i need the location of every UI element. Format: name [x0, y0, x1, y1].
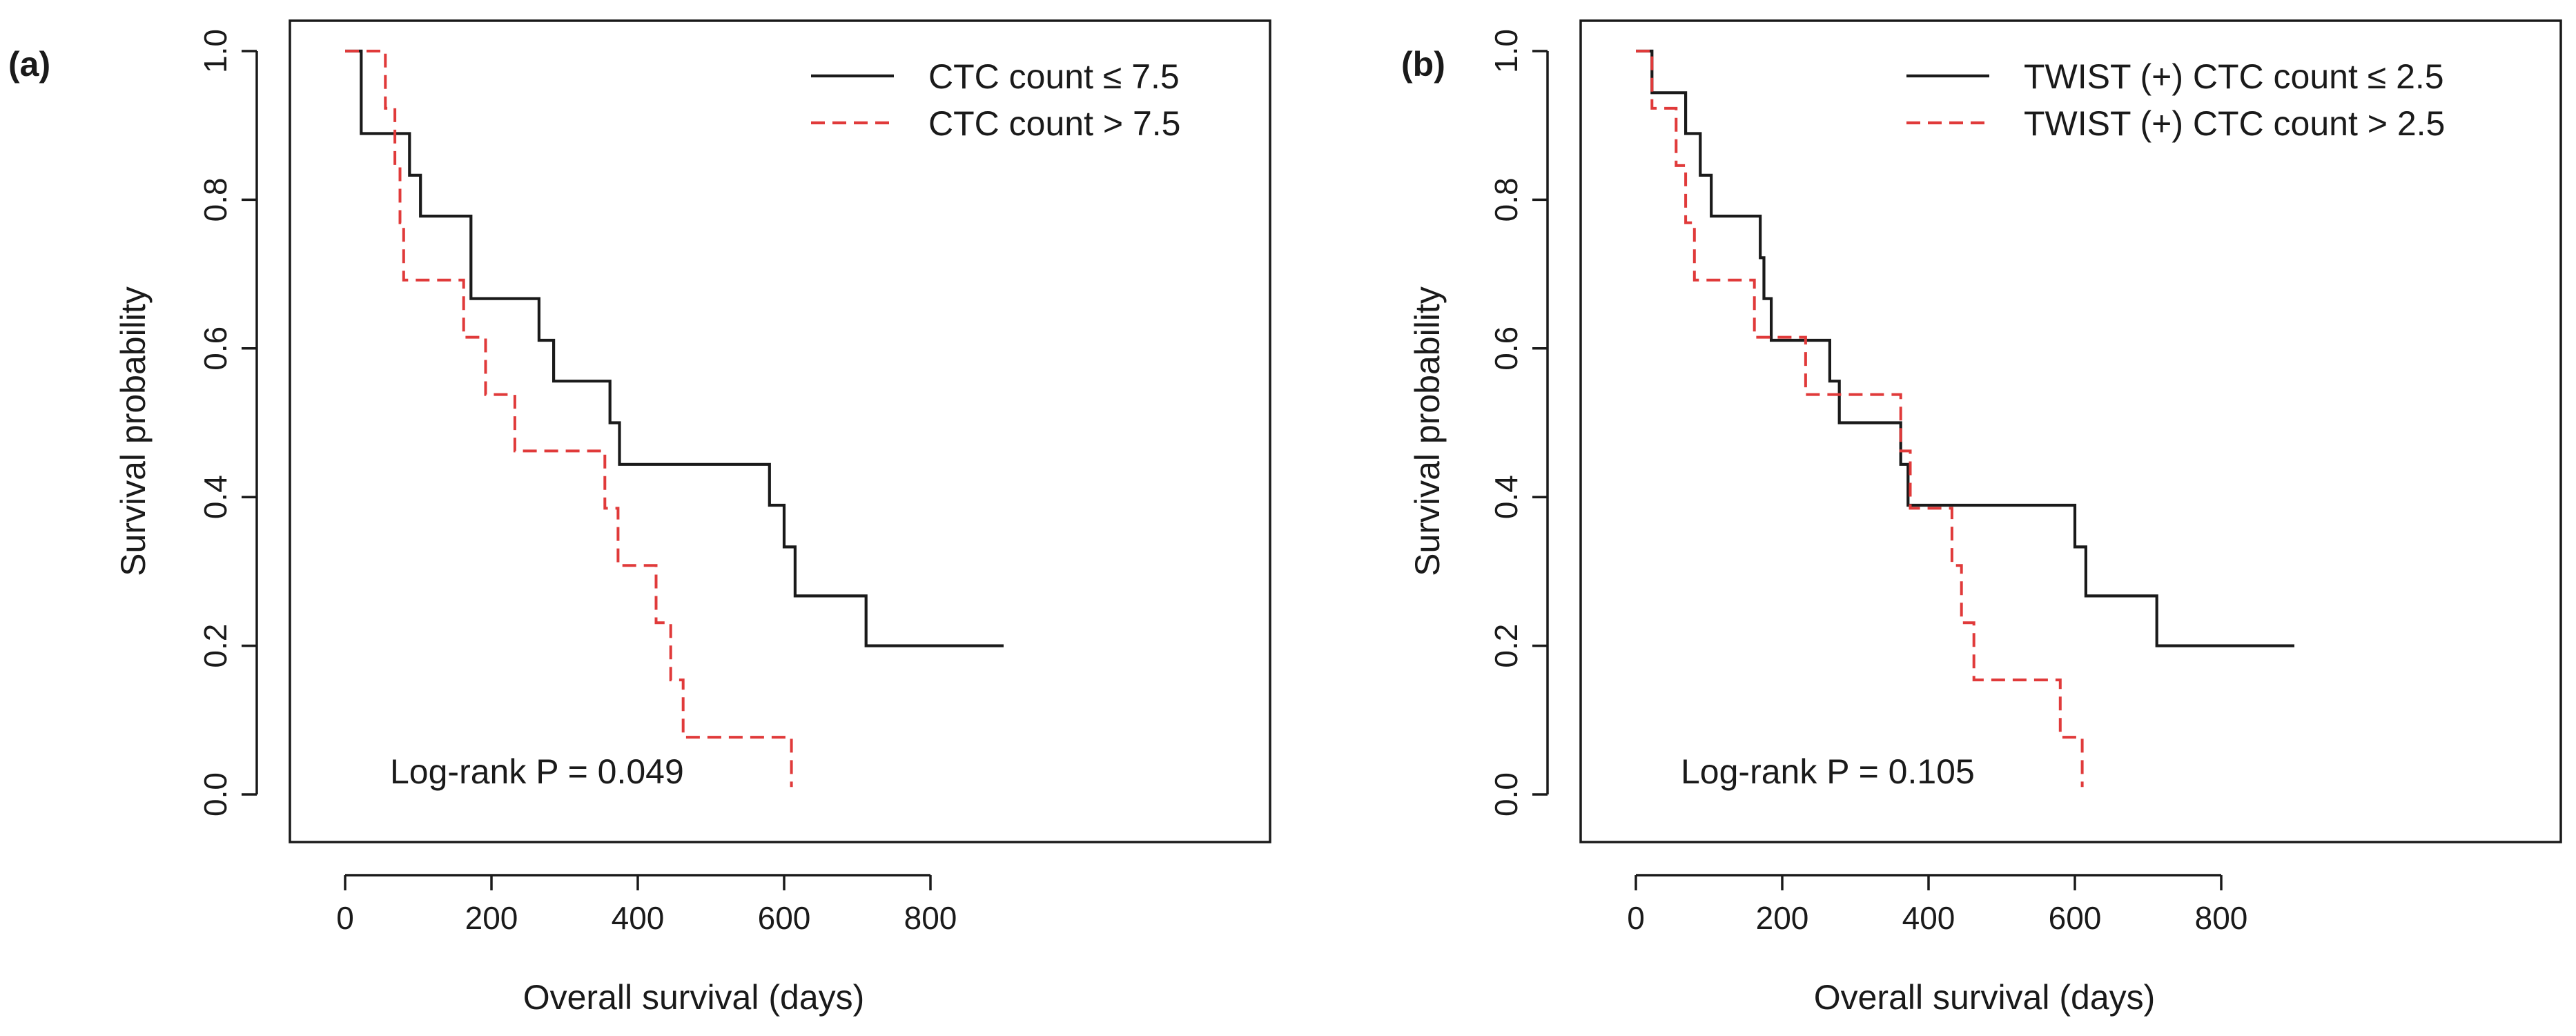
panel-b: (b) 0 200 400 600 800 0.0 0.2 0.4 0.6 0.8 1.0 Ove…: [1401, 19, 2562, 1017]
y-tick-label: 0.0: [197, 772, 233, 817]
panel-label: (a): [8, 45, 50, 84]
x-axis-title: Overall survival (days): [1814, 978, 2156, 1017]
panel-a: (a) 0 200 400 600 800 0.0 0.2 0.4 0.6 0.8 1.0 Ove…: [8, 19, 1271, 1017]
plot-frame: [289, 19, 1271, 843]
y-axis: 0.0 0.2 0.4 0.6 0.8 1.0: [1488, 29, 1549, 817]
legend: CTC count ≤ 7.5 CTC count > 7.5: [811, 57, 1180, 143]
y-tick-label: 0.8: [197, 177, 233, 222]
legend: TWIST (+) CTC count ≤ 2.5 TWIST (+) CTC …: [1906, 57, 2445, 143]
y-axis-title: Survival probability: [114, 286, 153, 576]
y-axis: 0.0 0.2 0.4 0.6 0.8 1.0: [197, 29, 258, 817]
panel-label: (b): [1401, 45, 1445, 84]
log-rank-annotation: Log-rank P = 0.049: [390, 752, 684, 791]
x-axis: 0 200 400 600 800: [336, 874, 957, 936]
x-axis: 0 200 400 600 800: [1627, 874, 2248, 936]
km-curve-series-1: [345, 49, 1004, 647]
legend-label-series-2: CTC count > 7.5: [928, 104, 1180, 143]
y-tick-label: 1.0: [1488, 29, 1524, 73]
log-rank-annotation: Log-rank P = 0.105: [1681, 752, 1975, 791]
x-tick-label: 400: [612, 900, 665, 936]
y-axis-title: Survival probability: [1408, 286, 1447, 576]
x-tick-label: 0: [336, 900, 354, 936]
y-tick-label: 1.0: [197, 29, 233, 73]
km-curve-series-2: [1636, 50, 2084, 788]
legend-label-series-1: CTC count ≤ 7.5: [928, 57, 1180, 96]
y-tick-label: 0.4: [1488, 475, 1524, 519]
x-axis-title: Overall survival (days): [523, 978, 865, 1017]
plot-frame: [1579, 19, 2562, 843]
x-tick-label: 600: [2049, 900, 2102, 936]
x-tick-label: 800: [2195, 900, 2248, 936]
y-tick-label: 0.8: [1488, 177, 1524, 222]
y-tick-label: 0.6: [1488, 326, 1524, 371]
y-tick-label: 0.2: [1488, 624, 1524, 668]
y-tick-label: 0.0: [1488, 772, 1524, 817]
survival-curves: [1636, 49, 2294, 788]
y-tick-label: 0.6: [197, 326, 233, 371]
x-tick-label: 800: [904, 900, 957, 936]
km-curve-series-2: [345, 50, 793, 788]
x-tick-label: 200: [1756, 900, 1809, 936]
legend-label-series-1: TWIST (+) CTC count ≤ 2.5: [2024, 57, 2444, 96]
km-curve-series-1: [1636, 49, 2294, 647]
x-tick-label: 0: [1627, 900, 1645, 936]
legend-label-series-2: TWIST (+) CTC count > 2.5: [2024, 104, 2445, 143]
x-tick-label: 400: [1902, 900, 1955, 936]
y-tick-label: 0.4: [197, 475, 233, 519]
x-tick-label: 200: [465, 900, 518, 936]
y-tick-label: 0.2: [197, 624, 233, 668]
survival-curves: [345, 49, 1004, 788]
x-tick-label: 600: [758, 900, 811, 936]
